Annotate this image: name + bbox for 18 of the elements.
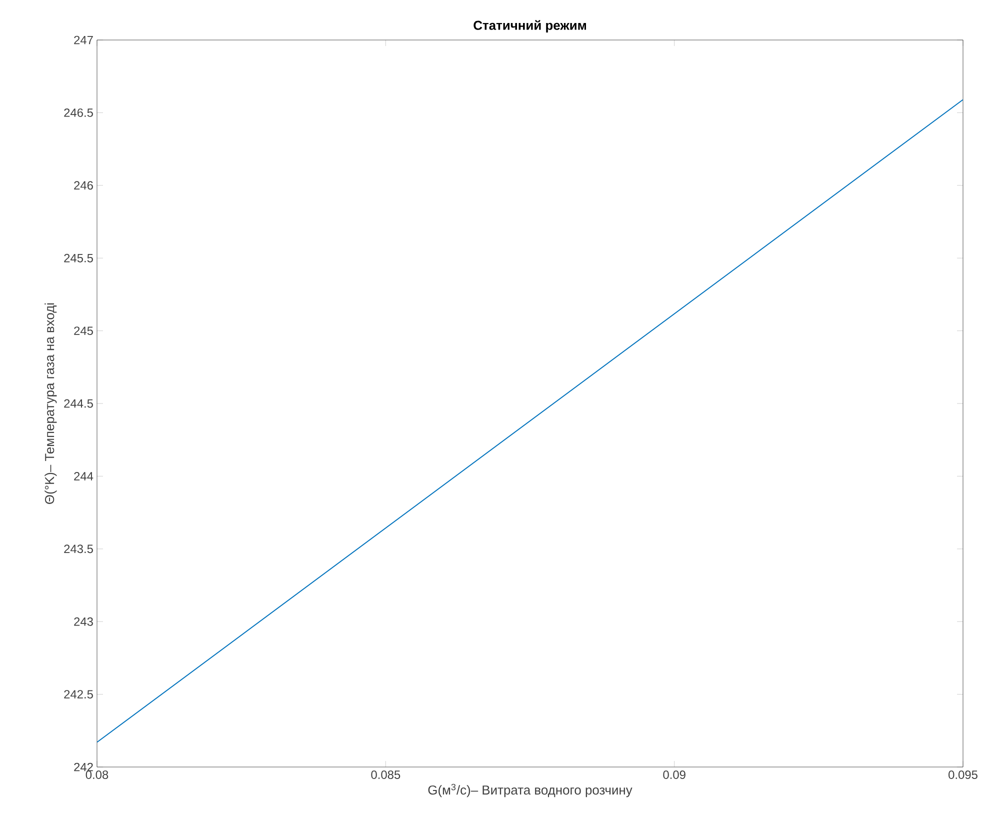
x-tick-label: 0.095 [948, 770, 978, 779]
x-tick-label: 0.09 [663, 770, 686, 779]
y-tick-label: 243 [74, 617, 93, 626]
chart-title: Статичний режим [474, 20, 586, 32]
x-axis-title: G(м$^{3}$/с)– Витрата водного розчину [428, 784, 632, 798]
y-tick-label: 242 [74, 762, 93, 772]
x-tick-label: 0.08 [86, 770, 108, 779]
x-tick-label: 0.085 [371, 770, 400, 779]
y-tick-label: 245 [74, 326, 93, 336]
y-tick-label: 247 [74, 36, 93, 44]
y-axis-title: Θ(°K)– Температура газа на вході [44, 303, 57, 504]
y-tick-label: 244 [74, 472, 94, 480]
y-tick-label: 245.5 [64, 254, 93, 262]
y-tick-label: 246.5 [64, 108, 93, 117]
y-tick-label: 242.5 [64, 690, 93, 699]
y-tick-label: 243.5 [64, 544, 93, 554]
y-tick-label: 244.5 [64, 399, 93, 408]
y-tick-label: 246 [74, 181, 93, 190]
